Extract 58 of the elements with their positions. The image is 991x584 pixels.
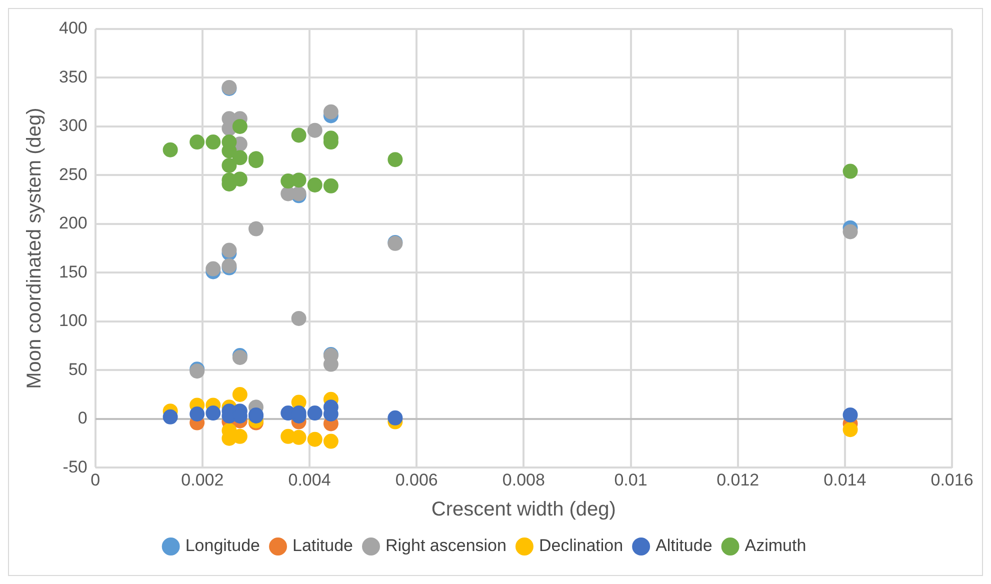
point [323,104,338,120]
point [222,158,237,173]
point [232,387,248,402]
point [162,409,178,424]
legend-label: Altitude [656,536,712,556]
y-tick-label: -50 [62,457,88,476]
y-tick-label: 100 [58,311,88,330]
point [291,430,306,445]
y-tick-label: 200 [58,214,88,233]
point [162,142,178,158]
point [206,406,221,421]
x-tick-label: 0.008 [502,470,545,490]
x-tick-label: 0.004 [288,470,331,490]
x-tick-label: 0.01 [614,470,648,490]
x-tick-label: 0.006 [395,470,438,490]
point [842,164,858,179]
x-tick-label: 0.016 [930,470,974,490]
point [842,422,858,438]
point [307,406,322,421]
x-axis-title: Crescent width (deg) [431,498,616,521]
point [307,177,322,192]
point [291,172,306,188]
point [291,128,306,143]
point [222,242,237,258]
point [291,310,306,326]
point [206,261,221,276]
y-tick-label: 150 [58,262,88,282]
point [388,410,403,426]
point [307,432,322,447]
x-tick-label: 0.002 [181,470,224,490]
x-tick-label: 0.014 [824,470,866,490]
legend-label: Declination [538,536,624,556]
x-tick-label: 0.012 [716,470,760,490]
point [232,150,248,166]
y-axis-title: Moon coordinated system (deg) [24,108,46,389]
point [190,134,205,150]
point [248,221,264,236]
y-tick-label: 0 [78,408,88,428]
y-tick-label: 300 [58,116,88,136]
y-tick-label: 400 [58,18,88,38]
legend-label: Right ascension [386,536,506,556]
point [842,224,858,240]
y-tick-label: 350 [58,67,88,86]
y-tick-label: 50 [68,360,88,379]
y-tick-label: 250 [58,164,88,184]
point [206,134,221,150]
point [388,152,403,168]
point [307,122,322,138]
point [842,407,858,422]
point [323,434,338,449]
legend-label: Longitude [185,536,260,556]
x-tick-label: 0 [90,470,100,490]
point [190,406,205,422]
point [232,172,248,187]
legend-label: Latitude [292,536,354,556]
legend-label: Azimuth [744,536,806,556]
point [232,118,248,134]
point [323,178,338,194]
